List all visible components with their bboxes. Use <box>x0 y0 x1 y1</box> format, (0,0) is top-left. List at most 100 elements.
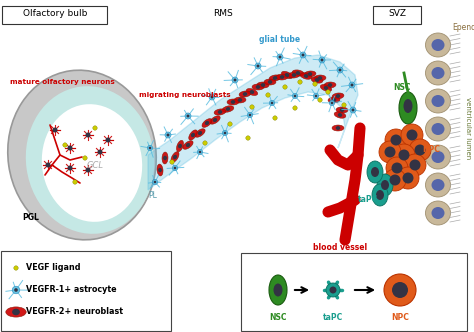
Ellipse shape <box>314 75 326 81</box>
Circle shape <box>273 116 277 120</box>
Circle shape <box>53 127 57 132</box>
Circle shape <box>350 107 356 113</box>
Ellipse shape <box>426 145 450 169</box>
Ellipse shape <box>273 284 283 296</box>
Circle shape <box>409 139 431 161</box>
Ellipse shape <box>431 207 445 219</box>
Ellipse shape <box>26 86 154 234</box>
Ellipse shape <box>261 83 265 87</box>
Circle shape <box>203 141 207 145</box>
Ellipse shape <box>8 70 156 240</box>
Ellipse shape <box>202 119 212 127</box>
Ellipse shape <box>12 309 20 315</box>
Ellipse shape <box>186 143 190 147</box>
Text: NPC: NPC <box>391 313 409 322</box>
Text: glial tube: glial tube <box>259 36 301 44</box>
Circle shape <box>277 54 283 60</box>
Circle shape <box>271 102 273 104</box>
Circle shape <box>234 79 237 81</box>
Ellipse shape <box>157 164 163 176</box>
Circle shape <box>93 126 97 130</box>
Ellipse shape <box>332 98 336 102</box>
Circle shape <box>352 109 355 112</box>
Ellipse shape <box>257 82 269 88</box>
Ellipse shape <box>238 98 242 102</box>
Ellipse shape <box>6 307 26 317</box>
Text: GCL: GCL <box>86 160 103 170</box>
Circle shape <box>266 93 270 97</box>
Circle shape <box>329 287 337 293</box>
Ellipse shape <box>288 72 300 78</box>
Circle shape <box>249 114 251 116</box>
Ellipse shape <box>171 152 179 162</box>
Circle shape <box>85 168 91 173</box>
Ellipse shape <box>285 73 289 77</box>
FancyBboxPatch shape <box>241 253 467 331</box>
FancyBboxPatch shape <box>2 6 108 24</box>
Circle shape <box>98 149 102 154</box>
Text: VEGFR-2+ neuroblast: VEGFR-2+ neuroblast <box>26 307 123 316</box>
Text: RMS: RMS <box>213 10 233 19</box>
Ellipse shape <box>371 167 379 177</box>
Circle shape <box>279 55 282 58</box>
Circle shape <box>392 162 402 174</box>
Text: VEGFR-1+ astrocyte: VEGFR-1+ astrocyte <box>26 286 117 294</box>
Ellipse shape <box>252 84 264 90</box>
Ellipse shape <box>282 71 292 79</box>
Ellipse shape <box>426 61 450 85</box>
Ellipse shape <box>311 77 323 83</box>
Ellipse shape <box>300 73 312 79</box>
Circle shape <box>351 84 354 86</box>
Ellipse shape <box>292 70 304 76</box>
Circle shape <box>293 106 297 110</box>
Circle shape <box>402 173 413 184</box>
Ellipse shape <box>231 100 235 104</box>
Ellipse shape <box>431 67 445 79</box>
Circle shape <box>165 132 171 138</box>
Circle shape <box>250 105 254 109</box>
Ellipse shape <box>268 80 272 84</box>
Text: SVZ: SVZ <box>388 10 406 19</box>
Ellipse shape <box>426 173 450 197</box>
FancyBboxPatch shape <box>374 6 421 24</box>
Ellipse shape <box>163 156 167 160</box>
Ellipse shape <box>334 112 346 118</box>
Ellipse shape <box>318 76 322 80</box>
Ellipse shape <box>226 107 230 111</box>
Circle shape <box>313 93 319 99</box>
Text: NPC: NPC <box>422 145 440 154</box>
Circle shape <box>147 145 153 151</box>
Ellipse shape <box>178 144 182 148</box>
Circle shape <box>255 63 261 69</box>
Circle shape <box>384 169 406 191</box>
Circle shape <box>106 137 110 142</box>
Circle shape <box>386 157 408 179</box>
Circle shape <box>166 133 169 136</box>
Circle shape <box>301 53 304 56</box>
Ellipse shape <box>328 97 340 103</box>
Ellipse shape <box>426 33 450 57</box>
Ellipse shape <box>183 141 193 149</box>
Circle shape <box>300 52 306 58</box>
Text: Ependyma: Ependyma <box>452 24 474 33</box>
Ellipse shape <box>426 117 450 141</box>
Ellipse shape <box>273 76 277 80</box>
Circle shape <box>209 94 215 100</box>
Circle shape <box>232 77 238 83</box>
Circle shape <box>337 67 343 73</box>
Circle shape <box>329 100 335 106</box>
Circle shape <box>269 100 274 106</box>
Circle shape <box>326 90 330 94</box>
Ellipse shape <box>243 92 247 96</box>
Ellipse shape <box>304 71 316 77</box>
Circle shape <box>338 69 341 71</box>
Circle shape <box>319 57 325 63</box>
Polygon shape <box>148 55 358 190</box>
Circle shape <box>292 93 298 99</box>
Ellipse shape <box>222 106 234 112</box>
Ellipse shape <box>158 168 162 172</box>
Ellipse shape <box>431 39 445 51</box>
Ellipse shape <box>367 161 383 183</box>
Text: taPC: taPC <box>323 313 343 322</box>
Circle shape <box>170 160 174 164</box>
